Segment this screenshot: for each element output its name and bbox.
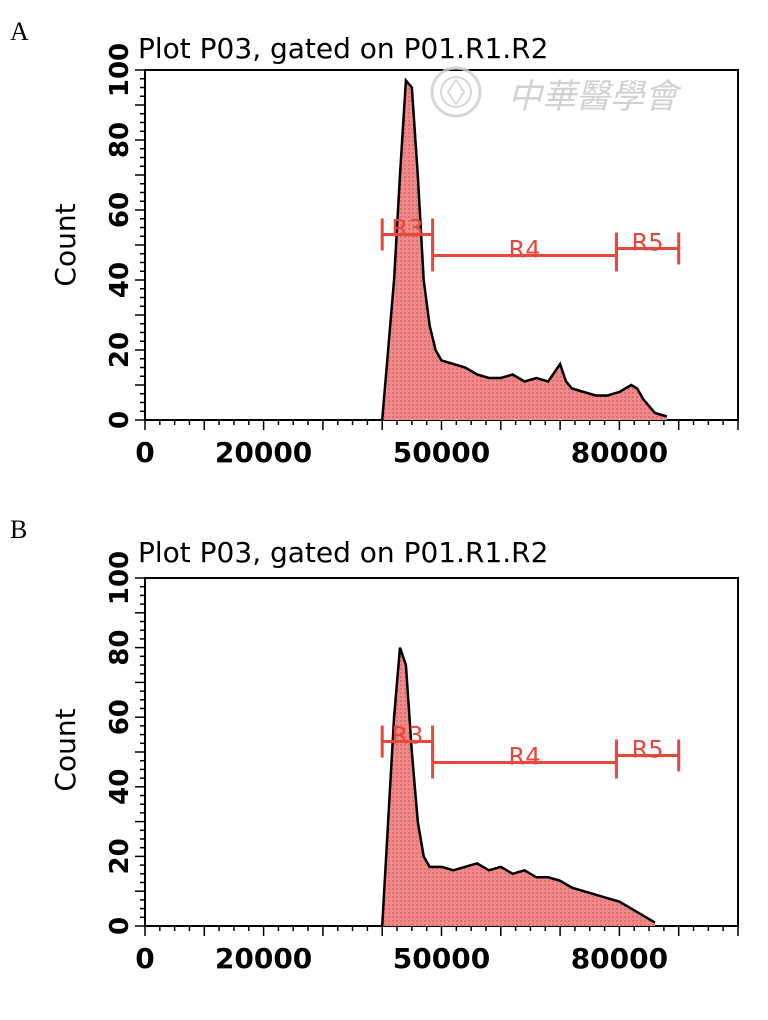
panel-a-histogram-line	[380, 77, 668, 421]
panel-b-y-tick-label: 80	[105, 630, 135, 666]
panel-a-y-tick-label: 20	[105, 332, 135, 368]
panel-a-gate-r5: R5	[614, 229, 681, 265]
panel-a-title: Plot P03, gated on P01.R1.R2	[138, 32, 548, 65]
panel-b-gate-r4: R4	[431, 742, 618, 779]
panel-a-plot-area: 0 20 40 60 80 100 0 20000 50000 80000 R3 R4 R5	[105, 43, 739, 469]
panel-a-x-tick-label: 0	[135, 436, 154, 469]
panel-a-gate-label: R5	[632, 229, 664, 257]
panel-b-y-tick-label: 0	[105, 917, 135, 935]
panel-a-x-tick-label: 20000	[215, 436, 312, 469]
watermark-seal-icon	[430, 66, 482, 118]
panel-a-x-tick-label: 80000	[571, 436, 668, 469]
panel-a-gate-r3: R3	[380, 215, 435, 251]
panel-a-y-tick-label: 0	[105, 411, 135, 429]
panel-a-x-tick-label: 50000	[393, 436, 490, 469]
panel-b-histogram-area	[382, 647, 655, 926]
panel-a: A Plot P03, gated on P01.R1.R2 Count 0 20…	[10, 17, 739, 469]
panel-b-x-tick-label: 50000	[393, 942, 490, 975]
panel-a-gate-label: R4	[509, 236, 541, 264]
panel-b-histogram-line	[380, 647, 656, 927]
panel-b-ylabel: Count	[49, 708, 82, 791]
panel-b-gate-label: R3	[391, 722, 423, 750]
panel-b-plot-area: 0 20 40 60 80 100 0 20000 50000 80000 R3 R4 R5	[105, 551, 739, 975]
panel-a-ylabel: Count	[49, 203, 82, 286]
panel-a-y-tick-label: 80	[105, 122, 135, 158]
panel-b-letter: B	[10, 515, 27, 544]
panel-a-y-tick-label: 40	[105, 262, 135, 298]
panel-b-x-tick-label: 20000	[215, 942, 312, 975]
panel-a-gate-r4: R4	[431, 236, 618, 272]
panel-b-y-tick-label: 100	[105, 551, 135, 605]
watermark: 中華醫學會	[430, 66, 683, 118]
watermark-text: 中華醫學會	[508, 77, 683, 117]
panel-b-title: Plot P03, gated on P01.R1.R2	[138, 536, 548, 569]
panel-b-gate-r3: R3	[380, 722, 435, 758]
panel-a-histogram-area	[382, 80, 667, 420]
panel-b-y-tick-label: 20	[105, 838, 135, 874]
panel-b-x-tick-label: 0	[135, 942, 154, 975]
panel-b-gate-label: R4	[509, 742, 541, 770]
panel-b-gate-r5: R5	[614, 735, 681, 772]
panel-b-x-tick-label: 80000	[571, 942, 668, 975]
panel-a-y-tick-label: 60	[105, 192, 135, 228]
panel-b-y-tick-label: 60	[105, 699, 135, 735]
panel-a-y-tick-label: 100	[105, 43, 135, 97]
panel-a-gate-label: R3	[391, 215, 423, 243]
panel-b: B Plot P03, gated on P01.R1.R2 Count 0 20…	[10, 515, 739, 975]
panel-a-letter: A	[10, 17, 29, 46]
panel-b-y-tick-label: 40	[105, 769, 135, 805]
panel-b-gate-label: R5	[632, 735, 664, 763]
